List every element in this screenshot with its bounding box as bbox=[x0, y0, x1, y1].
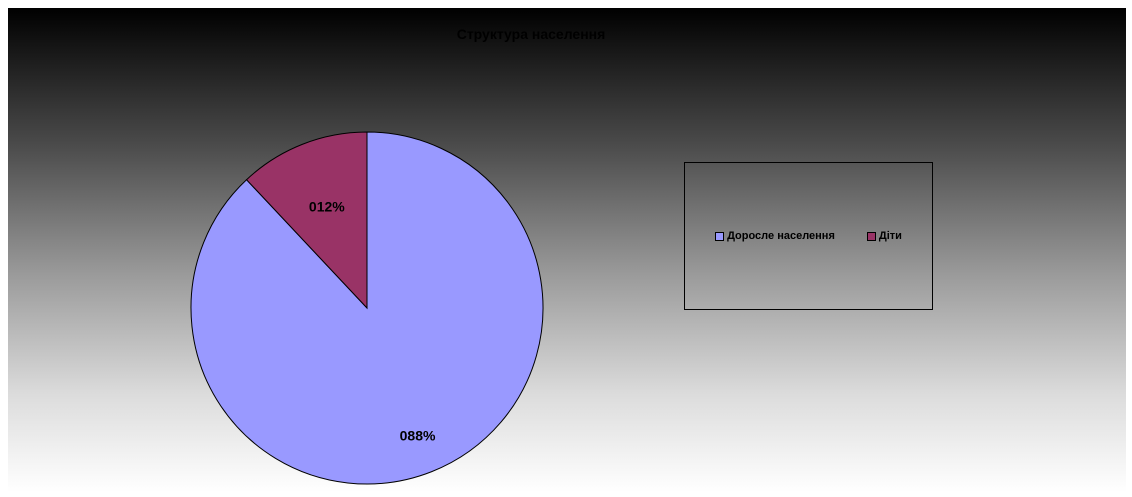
legend-swatch-children bbox=[866, 231, 876, 241]
slice-label-adults: 088% bbox=[400, 428, 436, 444]
slice-adults bbox=[190, 131, 544, 485]
chart-title: Структура населення bbox=[456, 26, 606, 42]
legend-label-adults: Доросле населення bbox=[727, 230, 835, 242]
pie-chart: 088% 012% bbox=[190, 131, 544, 485]
slice-children bbox=[245, 131, 368, 310]
legend-item-children: Діти bbox=[866, 230, 902, 242]
chart-area: Структура населення 088% 012% Доросле нас… bbox=[8, 8, 1126, 492]
legend-swatch-adults bbox=[715, 231, 725, 241]
legend: Доросле населення Діти bbox=[684, 162, 933, 310]
legend-item-adults: Доросле населення bbox=[715, 230, 835, 242]
slice-label-children: 012% bbox=[309, 199, 345, 215]
legend-label-children: Діти bbox=[878, 230, 902, 242]
